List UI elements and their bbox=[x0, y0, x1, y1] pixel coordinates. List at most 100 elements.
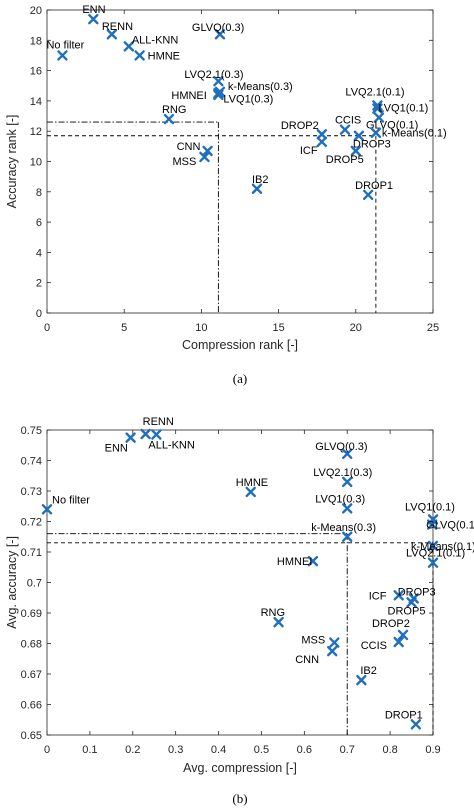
data-point-label: RENN bbox=[102, 21, 133, 33]
x-tick-label: 5 bbox=[121, 322, 127, 334]
x-tick-label: 0.6 bbox=[297, 744, 312, 756]
data-point-label: ALL-KNN bbox=[148, 440, 195, 452]
data-point-marker bbox=[353, 130, 365, 141]
data-point-label: LVQ1(0.1) bbox=[378, 102, 428, 114]
marker-stroke bbox=[202, 145, 213, 157]
marker-stroke bbox=[106, 29, 118, 40]
marker-stroke bbox=[426, 519, 438, 530]
data-point-label: ICF bbox=[369, 590, 387, 602]
data-point-label: MSS bbox=[172, 156, 196, 168]
data-point-label: DROP1 bbox=[355, 180, 393, 192]
marker-stroke bbox=[427, 540, 439, 552]
plot-area-frame bbox=[46, 9, 434, 314]
y-tick-label: 0.69 bbox=[21, 608, 42, 620]
data-point-marker bbox=[106, 29, 118, 40]
data-point-label: k-Means(0.1) bbox=[382, 128, 447, 140]
x-tick-label: 25 bbox=[427, 322, 439, 334]
x-tick-label: 20 bbox=[350, 322, 362, 334]
y-tick-label: 2 bbox=[36, 278, 42, 290]
marker-stroke bbox=[342, 476, 353, 488]
data-point-marker bbox=[350, 145, 361, 157]
chart-a: 0 5 10 15 20 25 0 2 4 6 8 10 12 14 16 18 20 Compression r… bbox=[5, 4, 447, 352]
marker-stroke bbox=[199, 151, 210, 163]
data-point-marker bbox=[327, 645, 338, 657]
x-tick-label: 0.5 bbox=[254, 744, 269, 756]
marker-stroke bbox=[372, 100, 383, 111]
data-point-label: DROP1 bbox=[385, 709, 423, 721]
marker-stroke bbox=[342, 531, 353, 542]
marker-stroke bbox=[373, 112, 385, 123]
x-tick-label: 15 bbox=[272, 322, 284, 334]
data-point-label: RNG bbox=[261, 607, 285, 619]
data-point-label: LVQ2.1(0.1) bbox=[406, 548, 465, 560]
data-point-marker bbox=[339, 124, 351, 135]
data-point-marker bbox=[214, 29, 226, 40]
data-point-label: HMNEI bbox=[277, 556, 312, 568]
data-point-marker bbox=[362, 189, 374, 201]
data-point-marker bbox=[406, 597, 417, 608]
data-point-label: DROP3 bbox=[398, 586, 436, 598]
data-point-marker bbox=[307, 555, 319, 567]
marker-stroke bbox=[397, 629, 409, 641]
marker-stroke bbox=[362, 189, 374, 201]
y-tick-label: 0.66 bbox=[21, 700, 42, 712]
data-point-marker bbox=[199, 151, 210, 163]
marker-stroke bbox=[370, 127, 382, 138]
marker-stroke bbox=[41, 504, 53, 515]
marker-stroke bbox=[251, 183, 263, 194]
data-point-marker bbox=[41, 504, 53, 515]
data-point-marker bbox=[373, 112, 385, 123]
data-point-label: HMNE bbox=[148, 50, 180, 62]
x-tick-label: 0.7 bbox=[340, 744, 355, 756]
data-point-marker bbox=[426, 519, 438, 530]
y-tick-label: 12 bbox=[30, 126, 42, 138]
x-tick-label: 0.3 bbox=[168, 744, 183, 756]
data-point-label: ENN bbox=[82, 4, 105, 16]
data-point-label: IB2 bbox=[360, 665, 377, 677]
marker-stroke bbox=[329, 637, 340, 648]
data-point-label: HMNEI bbox=[171, 90, 206, 102]
y-tick-label: 0.68 bbox=[21, 639, 42, 651]
data-point-label: DROP3 bbox=[353, 139, 391, 151]
data-point-label: RNG bbox=[162, 104, 186, 116]
data-point-marker bbox=[163, 113, 175, 125]
data-point-label: DROP5 bbox=[326, 154, 364, 166]
data-point-label: No filter bbox=[46, 39, 84, 51]
marker-stroke bbox=[350, 145, 361, 157]
y-tick-label: 0.72 bbox=[21, 517, 42, 529]
marker-stroke bbox=[151, 429, 162, 440]
y-tick-label: 0.74 bbox=[21, 456, 42, 468]
data-point-marker bbox=[251, 183, 263, 194]
data-point-label: MSS bbox=[301, 635, 325, 647]
data-point-label: ICF bbox=[300, 145, 318, 157]
data-point-label: LVQ1(0.3) bbox=[223, 93, 273, 105]
x-tick-label: 0 bbox=[44, 322, 50, 334]
marker-stroke bbox=[406, 597, 417, 608]
marker-stroke bbox=[342, 503, 353, 514]
y-tick-label: 4 bbox=[36, 247, 42, 259]
x-tick-label: 0 bbox=[44, 744, 50, 756]
y-tick-label: 0.73 bbox=[21, 486, 42, 498]
y-tick-label: 0.65 bbox=[21, 730, 42, 742]
data-point-marker bbox=[370, 127, 382, 138]
data-point-marker bbox=[202, 145, 213, 157]
y-axis-label: Avg. accuracy [-] bbox=[5, 536, 19, 629]
marker-stroke bbox=[88, 13, 99, 25]
data-point-marker bbox=[427, 540, 439, 552]
x-tick-label: 0.1 bbox=[82, 744, 97, 756]
data-point-marker bbox=[397, 629, 409, 641]
y-tick-label: 0 bbox=[36, 308, 42, 320]
chart-b: 0 0.1 0.2 0.3 0.4 0.5 0.6 0.7 0.8 0.9 0.65 0.66 0.67… bbox=[5, 416, 474, 775]
data-point-marker bbox=[342, 476, 353, 488]
data-point-marker bbox=[393, 636, 404, 648]
x-axis-label: Compression rank [-] bbox=[182, 338, 298, 352]
marker-stroke bbox=[140, 428, 151, 440]
data-point-label: CCIS bbox=[361, 640, 387, 652]
data-point-marker bbox=[273, 616, 284, 628]
y-axis-label: Accuracy rank [-] bbox=[5, 115, 19, 209]
marker-stroke bbox=[245, 486, 256, 498]
data-point-marker bbox=[140, 428, 151, 440]
x-tick-label: 0.4 bbox=[211, 744, 226, 756]
marker-stroke bbox=[213, 88, 224, 99]
y-tick-label: 10 bbox=[30, 157, 42, 169]
